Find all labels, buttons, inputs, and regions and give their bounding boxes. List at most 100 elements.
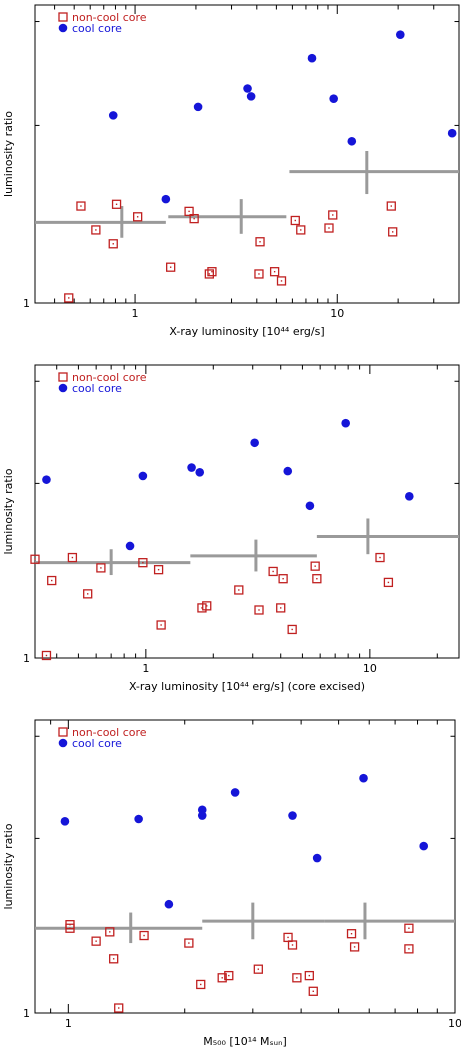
data-point-cool-core	[283, 466, 293, 476]
square-marker	[184, 206, 194, 217]
legend-circle-marker	[58, 383, 68, 393]
data-point-non-cool-core	[308, 986, 318, 996]
series-cool-core	[60, 773, 429, 909]
square-marker	[255, 237, 265, 247]
square-marker-dot	[160, 624, 162, 626]
square-marker-dot	[45, 654, 48, 657]
square-marker	[30, 554, 40, 564]
data-point-cool-core	[138, 471, 148, 481]
square-marker-dot	[350, 932, 353, 935]
square-marker	[268, 566, 278, 577]
legend-square-marker	[58, 12, 68, 22]
square-marker-dot	[228, 974, 230, 977]
data-point-cool-core	[164, 899, 174, 909]
square-marker-dot	[273, 270, 276, 273]
data-point-non-cool-core	[278, 574, 288, 584]
square-marker-dot	[282, 577, 284, 580]
data-point-non-cool-core	[276, 276, 287, 286]
y-axis-ticks	[35, 735, 455, 1014]
series-non-cool-core	[65, 920, 414, 1013]
data-point-non-cool-core	[312, 574, 322, 584]
data-point-non-cool-core	[105, 927, 115, 937]
square-marker	[91, 936, 101, 946]
data-point-non-cool-core	[349, 942, 360, 952]
square-marker-dot	[69, 927, 71, 929]
y-axis-ticks	[35, 380, 459, 659]
square-marker	[276, 276, 287, 286]
data-point-non-cool-core	[108, 239, 118, 249]
series-non-cool-core	[64, 199, 398, 303]
square-marker-dot	[258, 609, 260, 611]
binned-average	[35, 206, 166, 238]
data-point-non-cool-core	[196, 979, 206, 990]
square-marker	[139, 930, 149, 941]
data-point-non-cool-core	[96, 563, 106, 573]
square-marker	[105, 927, 115, 937]
square-marker-dot	[136, 216, 139, 218]
square-marker-dot	[51, 579, 53, 582]
series-cool-core	[42, 418, 414, 551]
square-marker	[383, 577, 394, 588]
square-marker-dot	[379, 556, 381, 559]
square-marker	[404, 923, 414, 933]
square-marker	[207, 267, 217, 277]
square-marker	[184, 938, 194, 948]
square-marker	[65, 923, 75, 933]
square-marker-dot	[391, 231, 394, 233]
plot-frame	[34, 364, 460, 659]
data-point-non-cool-core	[91, 225, 101, 235]
data-point-non-cool-core	[346, 929, 357, 939]
square-marker	[328, 210, 338, 220]
data-point-non-cool-core	[65, 923, 75, 933]
square-marker	[67, 552, 78, 563]
square-marker	[196, 979, 206, 990]
square-marker	[64, 293, 74, 303]
data-point-cool-core	[193, 102, 203, 112]
data-point-non-cool-core	[166, 262, 176, 272]
square-marker	[204, 269, 214, 279]
data-point-non-cool-core	[41, 650, 52, 661]
square-marker	[276, 603, 286, 613]
square-marker-dot	[208, 273, 211, 275]
data-point-cool-core	[288, 811, 297, 820]
square-marker	[269, 267, 280, 277]
data-point-non-cool-core	[269, 267, 280, 277]
data-point-non-cool-core	[324, 223, 334, 233]
data-point-non-cool-core	[83, 589, 93, 599]
y-axis-label: luminosity ratio	[2, 823, 15, 909]
data-point-non-cool-core	[91, 936, 101, 946]
data-point-non-cool-core	[184, 938, 194, 948]
y-axis-ticks	[35, 21, 459, 304]
square-marker-dot	[316, 577, 318, 580]
square-marker-dot	[280, 607, 282, 609]
data-point-non-cool-core	[207, 267, 217, 277]
binned-average	[324, 902, 455, 940]
square-marker	[166, 262, 176, 272]
data-point-cool-core	[341, 418, 350, 428]
data-point-non-cool-core	[133, 212, 143, 222]
panel-2: 1 10 1 X-ray luminosity [10⁴⁴ erg/s] (core …	[2, 364, 460, 693]
data-point-non-cool-core	[404, 923, 414, 933]
square-marker	[138, 558, 148, 568]
legend-label-cool-core: cool core	[72, 737, 122, 750]
square-marker	[234, 585, 244, 595]
square-marker-dot	[312, 990, 314, 992]
square-marker-dot	[287, 936, 289, 939]
data-point-non-cool-core	[204, 269, 214, 279]
x-axis-ticks	[56, 365, 438, 658]
square-marker	[224, 970, 234, 981]
data-point-cool-core	[42, 475, 51, 484]
data-point-non-cool-core	[76, 201, 86, 211]
square-marker	[114, 1003, 124, 1013]
square-marker-dot	[109, 931, 111, 933]
legend-label-non-cool-core: non-cool core	[72, 726, 147, 739]
data-point-non-cool-core	[153, 565, 164, 575]
data-point-non-cool-core	[202, 601, 212, 611]
square-marker-dot	[118, 1007, 120, 1009]
x-tick-label: 1	[142, 662, 149, 675]
square-marker	[375, 552, 385, 563]
data-point-non-cool-core	[47, 575, 57, 586]
data-point-cool-core	[305, 501, 315, 511]
